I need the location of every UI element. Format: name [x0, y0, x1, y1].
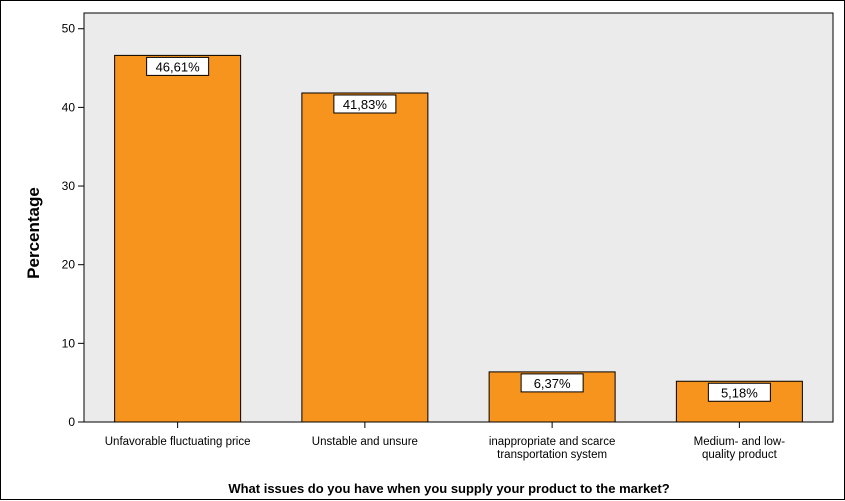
category-label: Medium- and low-quality product	[694, 436, 786, 461]
y-tick-label: 0	[68, 415, 75, 429]
y-axis-title: Percentage	[24, 187, 43, 279]
category-label: Unfavorable fluctuating price	[105, 436, 251, 448]
y-tick-label: 20	[62, 258, 76, 272]
x-axis: Unfavorable fluctuating price Unstable an…	[105, 422, 785, 461]
data-label-box	[146, 56, 210, 76]
data-label: 41,83%	[343, 97, 388, 112]
data-label: 46,61%	[156, 59, 201, 74]
y-tick-label: 40	[62, 100, 76, 114]
data-label-box	[520, 373, 584, 393]
y-tick-label: 10	[62, 336, 76, 350]
bars: 46,61% 41,83% 6,37% 5,18%	[114, 54, 803, 423]
category-label: inappropriate and scarce transportation s…	[489, 436, 616, 461]
x-axis-title: What issues do you have when you supply …	[228, 481, 669, 496]
y-tick-label: 50	[62, 22, 76, 36]
bar	[114, 54, 242, 423]
bar	[301, 92, 429, 423]
y-axis: 0 10 20 30 40 50	[62, 22, 84, 429]
data-label-box	[333, 94, 397, 114]
y-tick-label: 30	[62, 179, 76, 193]
data-label: 5,18%	[721, 385, 758, 400]
category-label: Unstable and unsure	[312, 436, 418, 448]
data-label: 6,37%	[534, 376, 571, 391]
data-label-box	[707, 382, 771, 402]
